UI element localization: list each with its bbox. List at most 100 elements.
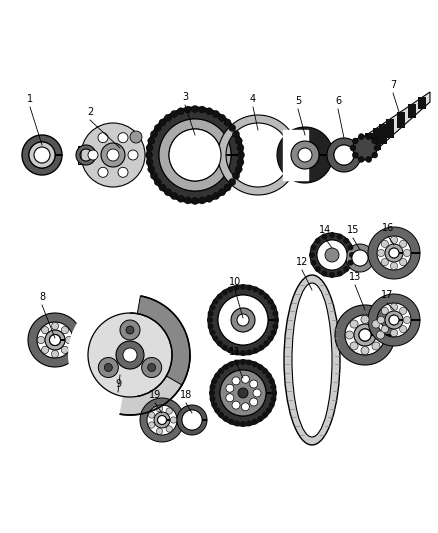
Point	[287, 308, 293, 314]
Circle shape	[210, 396, 215, 402]
Circle shape	[247, 349, 252, 356]
Circle shape	[247, 285, 252, 290]
Circle shape	[208, 311, 214, 317]
Circle shape	[158, 416, 166, 424]
Text: 16: 16	[382, 223, 394, 233]
Circle shape	[352, 152, 358, 158]
Text: 7: 7	[390, 80, 396, 90]
Circle shape	[399, 240, 407, 247]
Circle shape	[250, 398, 258, 406]
Circle shape	[118, 167, 128, 177]
Circle shape	[337, 233, 343, 239]
Point	[286, 397, 291, 403]
Wedge shape	[130, 296, 190, 385]
Circle shape	[145, 151, 152, 158]
Circle shape	[159, 184, 166, 191]
Circle shape	[207, 317, 213, 323]
Circle shape	[250, 380, 258, 388]
Circle shape	[263, 294, 269, 300]
Circle shape	[199, 106, 206, 113]
Circle shape	[154, 125, 161, 132]
Circle shape	[234, 421, 240, 426]
Circle shape	[164, 189, 171, 196]
Circle shape	[206, 108, 213, 115]
Circle shape	[272, 324, 279, 329]
Circle shape	[390, 237, 398, 244]
Circle shape	[222, 289, 228, 296]
Polygon shape	[154, 412, 170, 428]
Circle shape	[317, 240, 347, 270]
Circle shape	[252, 361, 258, 367]
Circle shape	[268, 402, 275, 408]
Circle shape	[234, 360, 240, 366]
Circle shape	[235, 166, 242, 173]
Text: 18: 18	[180, 390, 192, 400]
Circle shape	[227, 287, 233, 293]
Circle shape	[390, 303, 398, 311]
Point	[327, 308, 332, 314]
Point	[336, 335, 341, 341]
Text: 5: 5	[295, 96, 301, 106]
Circle shape	[116, 341, 144, 369]
Wedge shape	[68, 293, 192, 416]
Circle shape	[217, 341, 223, 346]
Ellipse shape	[284, 275, 340, 445]
Circle shape	[389, 248, 399, 258]
Circle shape	[374, 145, 380, 151]
Polygon shape	[385, 244, 403, 262]
Circle shape	[42, 327, 49, 334]
Circle shape	[148, 422, 155, 428]
Circle shape	[107, 149, 119, 161]
Circle shape	[166, 426, 172, 432]
Circle shape	[298, 148, 312, 162]
Circle shape	[240, 421, 246, 427]
Circle shape	[209, 390, 215, 396]
Circle shape	[389, 315, 399, 325]
Circle shape	[390, 329, 398, 337]
Point	[283, 344, 288, 350]
Point	[288, 326, 293, 332]
Point	[332, 352, 338, 359]
Circle shape	[51, 322, 59, 329]
Circle shape	[271, 329, 276, 336]
Circle shape	[229, 179, 236, 185]
Point	[284, 326, 290, 332]
Circle shape	[372, 342, 380, 350]
Polygon shape	[354, 324, 376, 346]
Circle shape	[212, 110, 219, 117]
Point	[293, 423, 298, 430]
Polygon shape	[385, 311, 403, 329]
Circle shape	[237, 159, 244, 166]
Point	[330, 326, 336, 332]
Circle shape	[130, 131, 142, 143]
Circle shape	[98, 133, 108, 143]
Point	[283, 370, 288, 376]
Circle shape	[228, 418, 234, 425]
Circle shape	[104, 364, 113, 372]
Circle shape	[241, 375, 249, 383]
Circle shape	[61, 327, 68, 334]
Circle shape	[199, 197, 206, 204]
Circle shape	[246, 421, 252, 426]
Point	[336, 361, 342, 368]
Text: 14: 14	[319, 225, 331, 235]
Point	[335, 387, 340, 394]
Circle shape	[206, 195, 213, 202]
Circle shape	[51, 350, 59, 358]
Circle shape	[219, 114, 226, 122]
Point	[332, 335, 337, 341]
Point	[290, 397, 295, 403]
Polygon shape	[365, 92, 430, 160]
Point	[291, 308, 297, 314]
Point	[336, 379, 341, 385]
Circle shape	[229, 125, 236, 132]
Circle shape	[399, 307, 407, 314]
Point	[286, 317, 291, 324]
Text: 10: 10	[229, 277, 241, 287]
Circle shape	[159, 119, 166, 126]
Circle shape	[271, 390, 277, 396]
Circle shape	[212, 335, 219, 341]
Circle shape	[376, 331, 385, 339]
Circle shape	[232, 401, 240, 409]
Polygon shape	[373, 128, 381, 150]
